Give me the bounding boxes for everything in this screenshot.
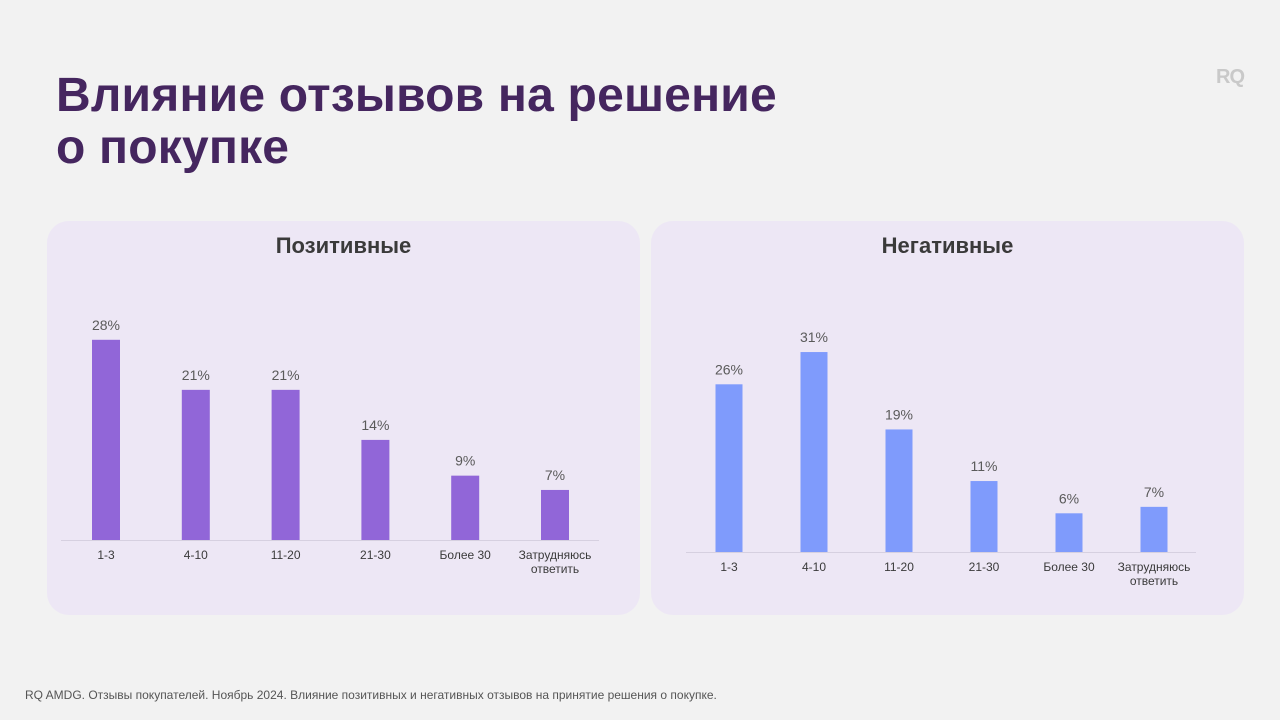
category-label: Более 30 — [1043, 560, 1095, 574]
data-label: 7% — [1144, 484, 1164, 500]
category-label: 11-20 — [271, 548, 301, 562]
data-label: 11% — [971, 458, 998, 474]
page-title-line-2: о покупке — [56, 121, 290, 174]
category-label: 1-3 — [720, 560, 738, 574]
data-label: 9% — [455, 453, 475, 469]
positive-chart: 28% 1-3 21% 4-10 21% 11-20 14% 21-30 9% Более 30 7… — [61, 317, 599, 576]
bar — [800, 352, 828, 552]
bar — [970, 481, 998, 552]
data-label: 14% — [361, 417, 389, 433]
positive-chart-title: Позитивные — [275, 233, 412, 258]
page-title: Влияние отзывов на решение о покупке — [56, 70, 777, 174]
data-label: 31% — [800, 329, 828, 345]
category-label: 21-30 — [360, 548, 391, 562]
bar — [181, 389, 210, 540]
negative-chart-title: Негативные — [881, 233, 1014, 258]
data-label: 19% — [885, 406, 913, 422]
source-footnote: RQ AMDG. Отзывы покупателей. Ноябрь 2024… — [25, 688, 717, 702]
bar — [1140, 506, 1168, 552]
category-label: 11-20 — [884, 560, 914, 574]
positive-chart-panel: Позитивные 28% 1-3 21% 4-10 21% 11-20 14% 21-30… — [47, 221, 640, 615]
data-label: 6% — [1059, 490, 1079, 506]
negative-chart-panel: Негативные 26% 1-3 31% 4-10 19% 11-20 11% 21-30… — [651, 221, 1244, 615]
data-label: 21% — [272, 367, 300, 383]
rq-logo: RQ — [1216, 66, 1245, 88]
data-label: 21% — [182, 367, 210, 383]
category-label: 4-10 — [802, 560, 826, 574]
bar — [451, 475, 480, 540]
bar — [92, 339, 120, 540]
data-label: 7% — [545, 467, 565, 483]
bar — [885, 429, 913, 552]
category-label: 1-3 — [97, 548, 115, 562]
data-label: 26% — [715, 361, 743, 377]
category-label: 21-30 — [969, 560, 1000, 574]
category-label: Затрудняюсь ответить — [519, 548, 592, 576]
negative-chart: 26% 1-3 31% 4-10 19% 11-20 11% 21-30 6% Более 30 7… — [686, 329, 1196, 588]
data-label: 28% — [92, 317, 120, 333]
bar — [1055, 513, 1083, 552]
page-title-line-1: Влияние отзывов на решение — [56, 69, 777, 122]
bar — [541, 489, 569, 540]
category-label: 4-10 — [184, 548, 208, 562]
category-label: Более 30 — [440, 548, 492, 562]
bar — [271, 389, 300, 540]
bar — [715, 384, 743, 552]
bar — [361, 439, 390, 540]
category-label: Затрудняюсь ответить — [1118, 560, 1191, 588]
